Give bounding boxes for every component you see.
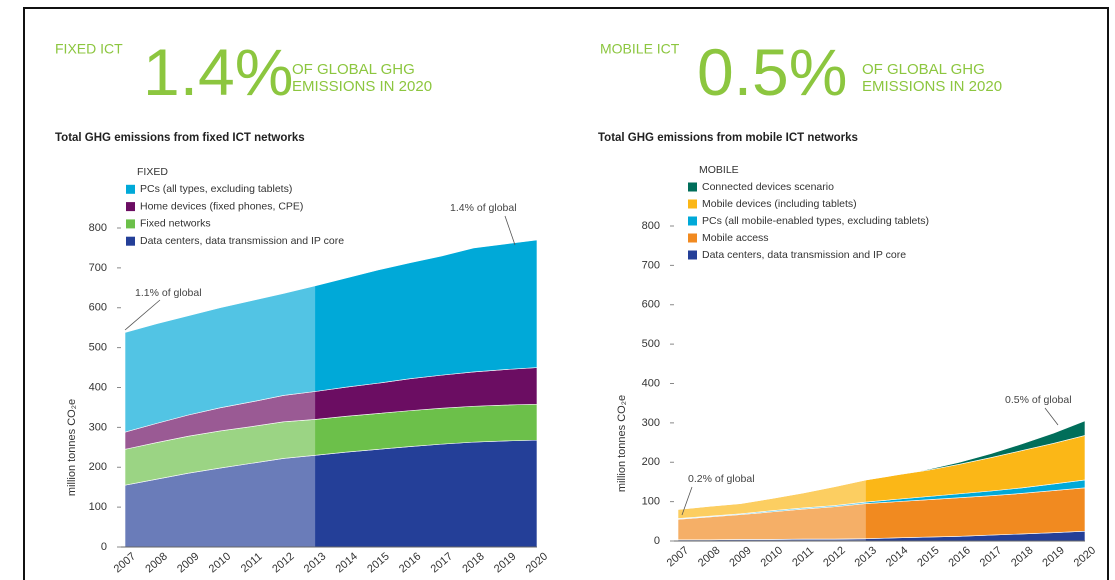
- x-tick-label: 2011: [239, 551, 265, 575]
- y-tick-label: 200: [89, 461, 107, 473]
- legend-label: Fixed networks: [140, 218, 211, 230]
- x-tick-label: 2016: [946, 544, 972, 569]
- x-tick-label: 2014: [884, 544, 910, 569]
- y-tick-label: 500: [89, 342, 107, 354]
- headline: 0.5%: [697, 35, 847, 109]
- headline-note: EMISSIONS IN 2020: [292, 78, 432, 95]
- y-tick-label: 600: [89, 302, 107, 314]
- x-tick-label: 2013: [302, 550, 328, 575]
- x-tick-label: 2012: [270, 550, 296, 575]
- legend-label: Data centers, data transmission and IP c…: [702, 249, 906, 261]
- x-tick-label: 2017: [978, 544, 1004, 569]
- y-tick-label: 100: [89, 501, 107, 513]
- x-tick-label: 2016: [397, 550, 423, 575]
- annotation: 1.1% of global: [135, 287, 202, 299]
- y-tick-label: 100: [642, 496, 660, 508]
- legend-swatch: [126, 219, 135, 229]
- y-tick-label: 0: [654, 535, 660, 547]
- x-tick-label: 2015: [915, 544, 941, 569]
- x-tick-label: 2010: [207, 550, 233, 575]
- x-tick-label: 2015: [365, 550, 391, 575]
- legend-swatch: [688, 182, 697, 192]
- legend-label: PCs (all mobile-enabled types, excluding…: [702, 215, 929, 227]
- legend-title: FIXED: [137, 166, 168, 178]
- legend-swatch: [126, 236, 135, 246]
- headline-note: OF GLOBAL GHG: [862, 61, 985, 78]
- y-tick-label: 400: [89, 381, 107, 393]
- x-tick-label: 2011: [790, 545, 816, 569]
- x-tick-label: 2010: [759, 544, 785, 569]
- y-tick-label: 600: [642, 299, 660, 311]
- x-tick-label: 2009: [727, 544, 753, 569]
- y-tick-label: 500: [642, 338, 660, 350]
- x-tick-label: 2007: [112, 550, 138, 575]
- legend-label: Mobile devices (including tablets): [702, 198, 857, 210]
- area: [124, 239, 538, 433]
- legend-swatch: [688, 216, 697, 226]
- x-tick-label: 2007: [665, 544, 691, 569]
- x-tick-label: 2014: [334, 550, 360, 575]
- headline-note: OF GLOBAL GHG: [292, 61, 415, 78]
- y-axis-label: million tonnes CO₂e: [66, 399, 78, 496]
- y-tick-label: 300: [642, 417, 660, 429]
- annotation: 0.2% of global: [688, 473, 755, 485]
- y-tick-label: 800: [89, 222, 107, 234]
- annotation: 1.4% of global: [450, 202, 517, 214]
- header-label: FIXED ICT: [55, 41, 123, 57]
- x-tick-label: 2013: [853, 544, 879, 569]
- header-label: MOBILE ICT: [600, 41, 680, 57]
- x-tick-label: 2018: [1009, 544, 1035, 569]
- y-axis-label: million tonnes CO₂e: [616, 395, 628, 492]
- historic-shade: [678, 206, 866, 541]
- chart-title: Total GHG emissions from mobile ICT netw…: [598, 132, 858, 144]
- x-tick-label: 2017: [429, 550, 455, 575]
- y-tick-label: 200: [642, 456, 660, 468]
- annotation-line: [124, 299, 161, 331]
- x-tick-label: 2019: [492, 550, 518, 575]
- annotation-line: [1044, 407, 1059, 426]
- chart-title: Total GHG emissions from fixed ICT netwo…: [55, 132, 305, 144]
- headline-note: EMISSIONS IN 2020: [862, 78, 1002, 95]
- y-tick-label: 700: [89, 262, 107, 274]
- x-tick-label: 2020: [524, 550, 550, 575]
- legend-label: Data centers, data transmission and IP c…: [140, 235, 344, 247]
- x-tick-label: 2009: [175, 550, 201, 575]
- legend-swatch: [126, 202, 135, 212]
- x-tick-label: 2012: [821, 544, 847, 569]
- headline: 1.4%: [143, 35, 293, 109]
- x-tick-label: 2019: [1040, 544, 1066, 569]
- legend-label: Mobile access: [702, 232, 769, 244]
- y-tick-label: 300: [89, 421, 107, 433]
- y-tick-label: 700: [642, 259, 660, 271]
- legend-label: PCs (all types, excluding tablets): [140, 183, 292, 195]
- area: [677, 420, 1086, 510]
- legend-swatch: [688, 233, 697, 243]
- y-tick-label: 800: [642, 220, 660, 232]
- legend-swatch: [688, 199, 697, 209]
- y-tick-label: 400: [642, 377, 660, 389]
- legend-label: Connected devices scenario: [702, 181, 834, 193]
- legend-swatch: [688, 250, 697, 260]
- x-tick-label: 2020: [1072, 544, 1098, 569]
- legend-label: Home devices (fixed phones, CPE): [140, 200, 303, 212]
- annotation-line: [681, 486, 693, 516]
- annotation: 0.5% of global: [1005, 394, 1072, 406]
- legend-swatch: [126, 184, 135, 194]
- x-tick-label: 2018: [460, 550, 486, 575]
- x-tick-label: 2008: [696, 544, 722, 569]
- annotation-line: [504, 215, 516, 246]
- frame: [23, 7, 1109, 580]
- y-tick-label: 0: [101, 541, 107, 553]
- legend-title: MOBILE: [699, 164, 739, 176]
- x-tick-label: 2008: [143, 550, 169, 575]
- historic-shade: [125, 208, 316, 547]
